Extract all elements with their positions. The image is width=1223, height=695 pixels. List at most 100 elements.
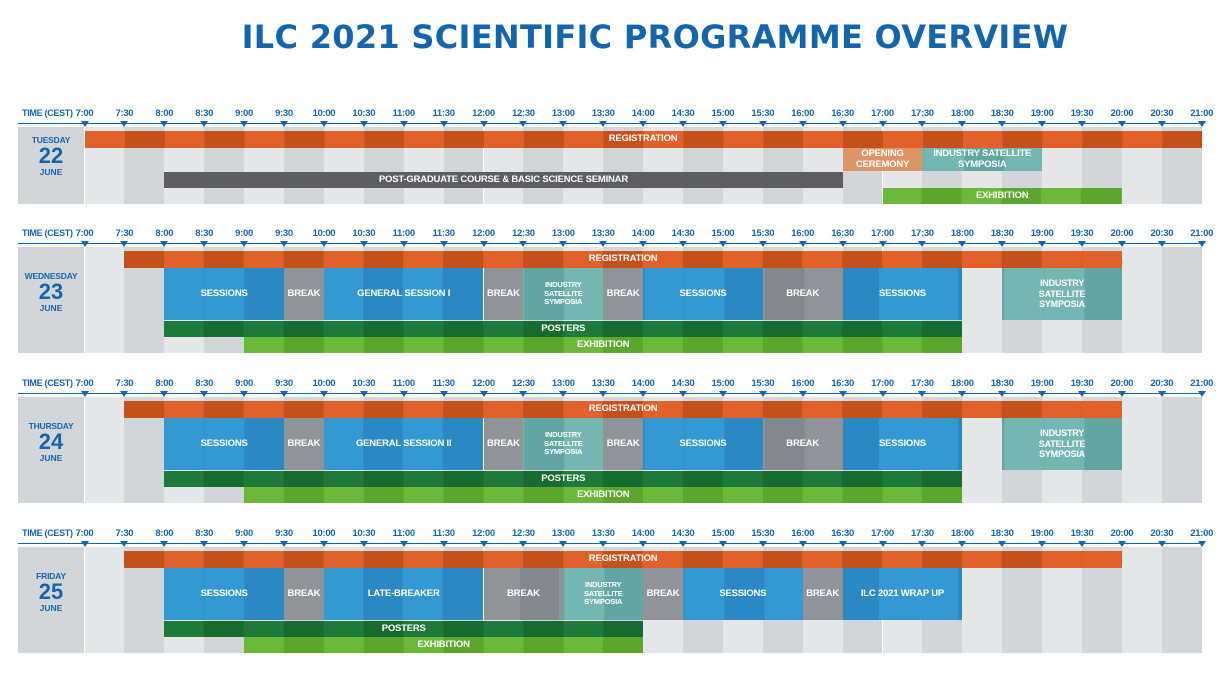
time-axis-line: [18, 243, 1203, 244]
day-month: JUNE: [39, 167, 63, 177]
time-marker-icon: [1038, 391, 1047, 397]
time-marker-icon: [1157, 391, 1166, 397]
time-tick-label: 11:00: [392, 108, 416, 119]
time-marker-icon: [599, 121, 608, 127]
time-marker-icon: [80, 121, 89, 127]
time-tick-label: 10:30: [352, 108, 376, 119]
time-marker-icon: [918, 241, 927, 247]
break-block: BREAK: [483, 418, 524, 470]
time-tick-label: 19:00: [1030, 378, 1054, 389]
time-marker-icon: [519, 121, 528, 127]
time-marker-icon: [319, 541, 328, 547]
time-tick-label: 12:00: [472, 108, 495, 119]
time-marker-icon: [1157, 121, 1166, 127]
break-block: BREAK: [483, 568, 564, 620]
time-marker-icon: [639, 541, 648, 547]
time-tick-label: 16:00: [791, 108, 815, 119]
time-tick-label: 8:30: [195, 228, 214, 239]
time-marker-icon: [359, 391, 368, 397]
time-marker-icon: [1038, 241, 1047, 247]
time-tick-label: 18:30: [990, 378, 1014, 389]
time-tick-label: 14:00: [631, 378, 655, 389]
time-marker-icon: [679, 391, 687, 397]
time-marker-icon: [439, 241, 448, 247]
time-tick-label: 16:00: [791, 228, 815, 239]
timeslot-cell: [1121, 397, 1162, 503]
time-tick-label: 18:00: [950, 228, 974, 239]
time-marker-icon: [439, 391, 448, 397]
time-tick-label: 10:30: [352, 528, 376, 539]
timeslot-cell: [1161, 247, 1202, 353]
time-tick-label: 15:30: [751, 228, 775, 239]
time-tick-label: 10:30: [352, 378, 376, 389]
opening-block: OPENING CEREMONY: [842, 148, 923, 171]
time-marker-icon: [479, 541, 488, 547]
time-tick-label: 14:30: [671, 228, 695, 239]
sessions-block: SESSIONS: [164, 418, 284, 470]
time-tick-label: 16:00: [791, 528, 815, 539]
time-marker-icon: [200, 121, 209, 127]
time-tick-label: 13:00: [551, 228, 575, 239]
time-tick-label: 17:30: [910, 528, 934, 539]
time-tick-label: 8:30: [195, 108, 214, 119]
time-marker-icon: [559, 241, 568, 247]
time-tick-label: 8:30: [195, 528, 214, 539]
break-block: BREAK: [802, 568, 843, 620]
time-tick-label: 13:30: [591, 108, 615, 119]
time-tick-label: 9:00: [235, 378, 253, 389]
time-tick-label: 11:00: [392, 228, 416, 239]
time-tick-label: 19:30: [1070, 228, 1094, 239]
time-marker-icon: [559, 541, 568, 547]
timeslot-cell: [84, 247, 125, 353]
time-tick-label: 11:30: [432, 378, 455, 389]
time-tick-label: 19:00: [1030, 108, 1054, 119]
time-marker-icon: [838, 241, 847, 247]
time-tick-label: 17:00: [871, 528, 894, 539]
time-tick-label: 13:30: [591, 228, 615, 239]
day-month: JUNE: [39, 303, 63, 313]
time-axis-label: TIME (CEST): [22, 528, 73, 538]
time-marker-icon: [160, 391, 169, 397]
sessions-block: SESSIONS: [643, 268, 763, 320]
time-tick-label: 20:00: [1110, 108, 1134, 119]
time-marker-icon: [399, 241, 408, 247]
time-marker-icon: [120, 241, 129, 247]
industry-block: INDUSTRY SATELLITE SYMPOSIA: [1002, 268, 1122, 320]
time-tick-label: 9:30: [275, 228, 293, 239]
time-marker-icon: [878, 391, 887, 397]
time-tick-label: 20:30: [1150, 228, 1174, 239]
time-marker-icon: [240, 241, 249, 247]
industry-block: INDUSTRY SATELLITE SYMPOSIA: [523, 418, 604, 470]
time-tick-label: 9:00: [235, 228, 253, 239]
time-axis-label: TIME (CEST): [22, 228, 73, 238]
day-date: 25: [38, 579, 64, 604]
time-marker-icon: [639, 121, 648, 127]
time-tick-label: 15:00: [711, 108, 735, 119]
time-tick-label: 7:00: [75, 528, 94, 539]
time-marker-icon: [559, 121, 568, 127]
time-marker-icon: [439, 541, 448, 547]
time-marker-icon: [160, 241, 169, 247]
time-marker-icon: [319, 121, 328, 127]
time-marker-icon: [798, 121, 807, 127]
day-date: 24: [38, 429, 64, 454]
time-marker-icon: [280, 391, 288, 397]
time-tick-label: 16:30: [831, 228, 854, 239]
time-marker-icon: [479, 391, 488, 397]
time-marker-icon: [998, 391, 1007, 397]
sessions-block: LATE-BREAKER: [323, 568, 484, 620]
time-tick-label: 8:00: [155, 228, 174, 239]
posters-block: POSTERS: [164, 321, 963, 337]
sessions-block: SESSIONS: [643, 418, 763, 470]
time-tick-label: 12:30: [511, 378, 535, 389]
time-tick-label: 19:30: [1070, 378, 1094, 389]
time-marker-icon: [1197, 541, 1206, 547]
time-marker-icon: [599, 391, 608, 397]
time-marker-icon: [240, 541, 249, 547]
time-tick-label: 10:00: [312, 108, 336, 119]
time-marker-icon: [160, 541, 169, 547]
time-tick-label: 9:30: [275, 378, 293, 389]
time-marker-icon: [519, 241, 528, 247]
time-marker-icon: [1078, 121, 1086, 127]
time-tick-label: 12:00: [472, 528, 495, 539]
